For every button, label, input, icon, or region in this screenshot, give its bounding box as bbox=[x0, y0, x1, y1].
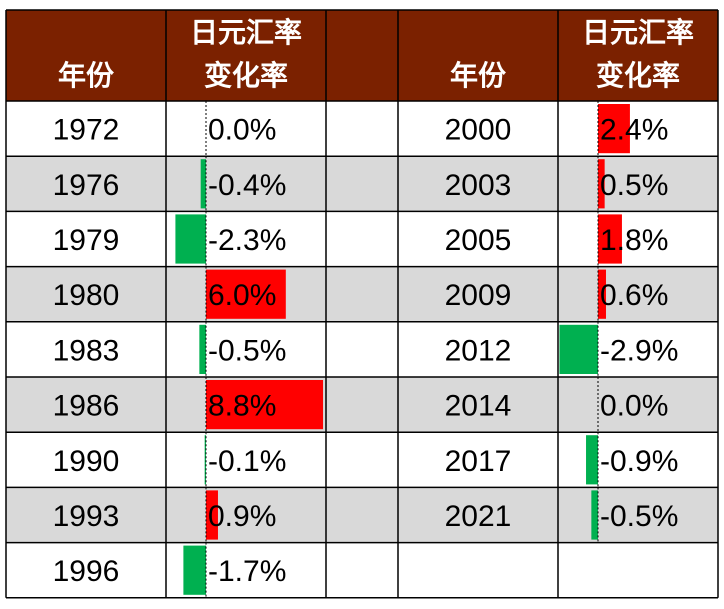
left-table-row: 1976 -0.4% bbox=[53, 156, 286, 212]
left-rate-header-line1: 日元汇率 bbox=[190, 16, 302, 48]
right-table-row: 2017 -0.9% bbox=[445, 432, 678, 488]
year-label: 2000 bbox=[445, 114, 512, 147]
value-label: -2.9% bbox=[600, 334, 678, 367]
year-label: 1983 bbox=[53, 334, 120, 367]
value-label: -0.5% bbox=[208, 334, 286, 367]
right-rate-header-line2: 变化率 bbox=[596, 59, 680, 91]
year-label: 1996 bbox=[53, 555, 120, 588]
left-table-row: 1996 -1.7% bbox=[53, 542, 286, 598]
row-stripe bbox=[6, 487, 718, 543]
data-bar bbox=[586, 435, 598, 485]
year-label: 1980 bbox=[53, 279, 120, 312]
value-label: 0.5% bbox=[600, 169, 668, 202]
row-stripe bbox=[6, 432, 718, 488]
data-bar bbox=[559, 324, 598, 374]
year-label: 2009 bbox=[445, 279, 512, 312]
left-table-row: 1972 0.0% bbox=[53, 101, 276, 157]
value-label: -0.5% bbox=[600, 500, 678, 533]
header-background bbox=[6, 10, 718, 101]
year-label: 1979 bbox=[53, 224, 120, 257]
value-label: -0.4% bbox=[208, 169, 286, 202]
year-label: 2014 bbox=[445, 390, 512, 423]
right-table-row: 2005 1.8% bbox=[445, 211, 668, 267]
row-stripe bbox=[6, 542, 718, 598]
grid-lines bbox=[5, 9, 719, 599]
data-bar bbox=[175, 214, 206, 264]
data-bar bbox=[183, 545, 206, 595]
value-label: 1.8% bbox=[600, 224, 668, 257]
row-stripe bbox=[6, 377, 718, 433]
data-bar bbox=[598, 269, 606, 319]
left-table-row: 1980 6.0% bbox=[53, 266, 286, 322]
left-table-row: 1993 0.9% bbox=[53, 487, 276, 543]
value-label: 8.8% bbox=[208, 390, 276, 423]
left-rate-header-line2: 变化率 bbox=[204, 59, 288, 91]
year-label: 2021 bbox=[445, 500, 512, 533]
data-bar bbox=[204, 435, 206, 485]
row-stripe bbox=[6, 321, 718, 377]
right-table-row: 2003 0.5% bbox=[445, 156, 668, 212]
data-bar bbox=[598, 214, 622, 264]
right-table-row: 2009 0.6% bbox=[445, 266, 668, 322]
right-year-header: 年份 bbox=[450, 59, 506, 91]
table-rows: 1972 0.0% 1976 -0.4% 1979 -2.3% 1980 6.0% 1983 -0… bbox=[53, 101, 678, 598]
left-table-row: 1983 -0.5% bbox=[53, 321, 286, 377]
value-label: -2.3% bbox=[208, 224, 286, 257]
data-bar bbox=[206, 490, 218, 540]
value-label: 0.6% bbox=[600, 279, 668, 312]
value-label: 0.0% bbox=[208, 114, 276, 147]
year-label: 2012 bbox=[445, 334, 512, 367]
year-label: 1993 bbox=[53, 500, 120, 533]
left-table-row: 1986 8.8% bbox=[53, 377, 324, 433]
data-bar bbox=[591, 490, 598, 540]
year-label: 2017 bbox=[445, 445, 512, 478]
left-table-row: 1990 -0.1% bbox=[53, 432, 286, 488]
year-label: 1976 bbox=[53, 169, 120, 202]
year-label: 1972 bbox=[53, 114, 120, 147]
value-label: 6.0% bbox=[208, 279, 276, 312]
year-label: 1986 bbox=[53, 390, 120, 423]
data-bar bbox=[206, 380, 324, 430]
year-label: 1990 bbox=[53, 445, 120, 478]
right-table-row: 2012 -2.9% bbox=[445, 321, 678, 377]
data-bar bbox=[199, 324, 206, 374]
value-label: 2.4% bbox=[600, 114, 668, 147]
right-table-row: 2021 -0.5% bbox=[445, 487, 678, 543]
table-header: 年份 日元汇率 变化率 年份 日元汇率 变化率 bbox=[58, 16, 694, 91]
right-table-row: 2014 0.0% bbox=[445, 377, 668, 433]
data-bar bbox=[598, 104, 630, 154]
data-bar bbox=[598, 159, 605, 209]
year-label: 2003 bbox=[445, 169, 512, 202]
value-label: 0.9% bbox=[208, 500, 276, 533]
data-bar bbox=[206, 269, 286, 319]
right-table-row: 2000 2.4% bbox=[445, 101, 668, 157]
left-year-header: 年份 bbox=[58, 59, 114, 91]
right-rate-header-line1: 日元汇率 bbox=[582, 16, 694, 48]
value-label: -1.7% bbox=[208, 555, 286, 588]
data-bar bbox=[200, 159, 206, 209]
value-label: 0.0% bbox=[600, 390, 668, 423]
left-table-row: 1979 -2.3% bbox=[53, 211, 286, 267]
value-label: -0.1% bbox=[208, 445, 286, 478]
value-label: -0.9% bbox=[600, 445, 678, 478]
year-label: 2005 bbox=[445, 224, 512, 257]
